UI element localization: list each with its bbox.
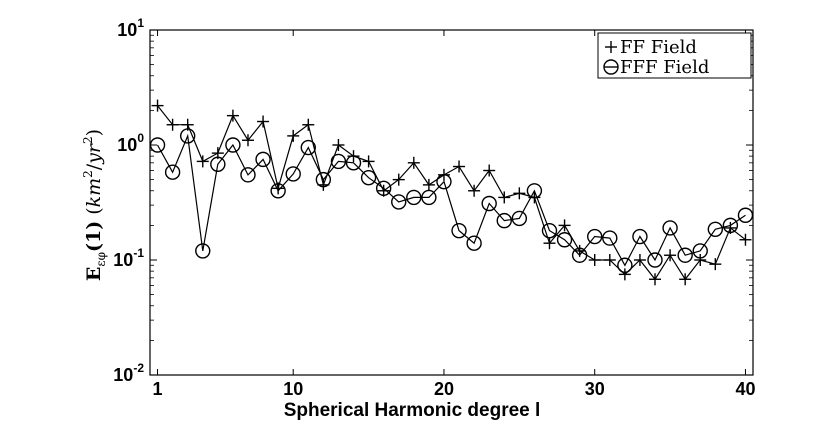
data-point-circle [571, 247, 588, 263]
data-point-circle [662, 220, 678, 236]
data-point-circle [391, 194, 407, 210]
y-tick-label: 101 [117, 16, 144, 40]
data-point-plus [543, 237, 556, 250]
data-point-circle [481, 195, 497, 212]
data-point-plus [513, 187, 526, 200]
y-tick-label: 10-2 [113, 361, 144, 385]
data-point-circle [526, 183, 543, 199]
data-point-plus [618, 268, 631, 281]
data-point-circle [240, 167, 256, 183]
data-point-circle [164, 164, 181, 180]
data-point-circle [707, 221, 724, 237]
series-line [156, 133, 746, 267]
data-point-circle [375, 180, 392, 197]
data-point-circle [602, 230, 618, 246]
data-point-plus [151, 99, 164, 112]
data-point-circle [556, 232, 573, 248]
data-point-circle [360, 169, 377, 186]
legend-label-fff: FFF Field [620, 57, 709, 78]
x-tick-label: 10 [283, 379, 303, 399]
data-point-plus [196, 155, 209, 168]
data-point-plus [287, 129, 300, 142]
data-point-plus [649, 273, 662, 286]
data-point-plus [588, 254, 601, 266]
x-axis-title: Spherical Harmonic degree l [284, 400, 541, 421]
data-point-plus [241, 134, 254, 147]
legend-marker-plus-icon [605, 41, 617, 53]
y-tick-label: 10-1 [113, 246, 144, 270]
data-point-plus [392, 173, 405, 186]
x-tick-label: 1 [153, 379, 163, 399]
data-point-circle [421, 189, 437, 206]
legend: FF Field FFF Field [597, 32, 752, 79]
data-point-circle [330, 153, 347, 170]
series-layer [149, 99, 754, 286]
data-point-plus [664, 249, 677, 262]
data-point-circle [617, 257, 633, 273]
data-point-plus [709, 258, 722, 271]
data-point-circle [345, 155, 362, 171]
data-point-circle [632, 228, 648, 245]
data-point-plus [498, 191, 511, 204]
data-point-circle [255, 151, 271, 168]
data-point-plus [739, 233, 752, 246]
data-point-plus [422, 178, 435, 191]
data-point-plus [226, 109, 239, 122]
data-point-plus [166, 118, 179, 131]
data-point-plus [407, 156, 420, 169]
legend-label-ff: FF Field [620, 37, 697, 58]
data-point-plus [332, 139, 345, 151]
y-axis-title: Eεφ(1)(km2/yr2) [81, 129, 108, 281]
data-point-plus [633, 254, 646, 266]
series-fff [149, 128, 754, 273]
data-point-plus [453, 160, 466, 173]
legend-box [597, 32, 752, 79]
data-point-circle [210, 156, 226, 172]
data-point-circle [511, 210, 528, 227]
axes-layer: 1 10 20 30 40 10-2 10-1 100 101 [113, 16, 755, 399]
data-point-plus [302, 118, 315, 131]
data-point-circle [496, 212, 512, 229]
x-tick-label: 40 [735, 379, 755, 399]
data-point-circle [677, 247, 693, 263]
data-point-circle [315, 171, 332, 188]
data-point-circle [722, 217, 739, 234]
y-tick-label: 100 [117, 131, 144, 155]
data-point-circle [179, 128, 196, 144]
data-point-circle [300, 139, 316, 156]
data-point-circle [647, 252, 663, 268]
data-point-circle [737, 207, 754, 223]
data-point-plus [558, 219, 571, 232]
data-point-plus [603, 254, 616, 266]
data-point-circle [225, 137, 241, 153]
plot-area [149, 29, 754, 376]
x-tick-label: 30 [585, 379, 605, 399]
series-line [157, 105, 746, 281]
data-point-circle [149, 137, 166, 153]
data-point-plus [694, 254, 707, 266]
data-point-circle [285, 166, 301, 182]
data-point-plus [257, 115, 270, 128]
data-point-plus [679, 273, 692, 286]
data-point-circle [195, 243, 211, 259]
data-point-circle [466, 235, 482, 251]
data-point-plus [468, 184, 481, 197]
data-point-circle [692, 243, 708, 259]
data-point-circle [541, 222, 558, 239]
data-point-circle [406, 189, 422, 206]
x-tick-label: 20 [434, 379, 454, 399]
data-point-circle [436, 173, 452, 190]
data-point-circle [587, 228, 603, 245]
data-point-plus [362, 155, 375, 168]
data-point-circle [270, 183, 286, 199]
data-point-circle [451, 222, 467, 239]
data-point-plus [483, 164, 496, 177]
